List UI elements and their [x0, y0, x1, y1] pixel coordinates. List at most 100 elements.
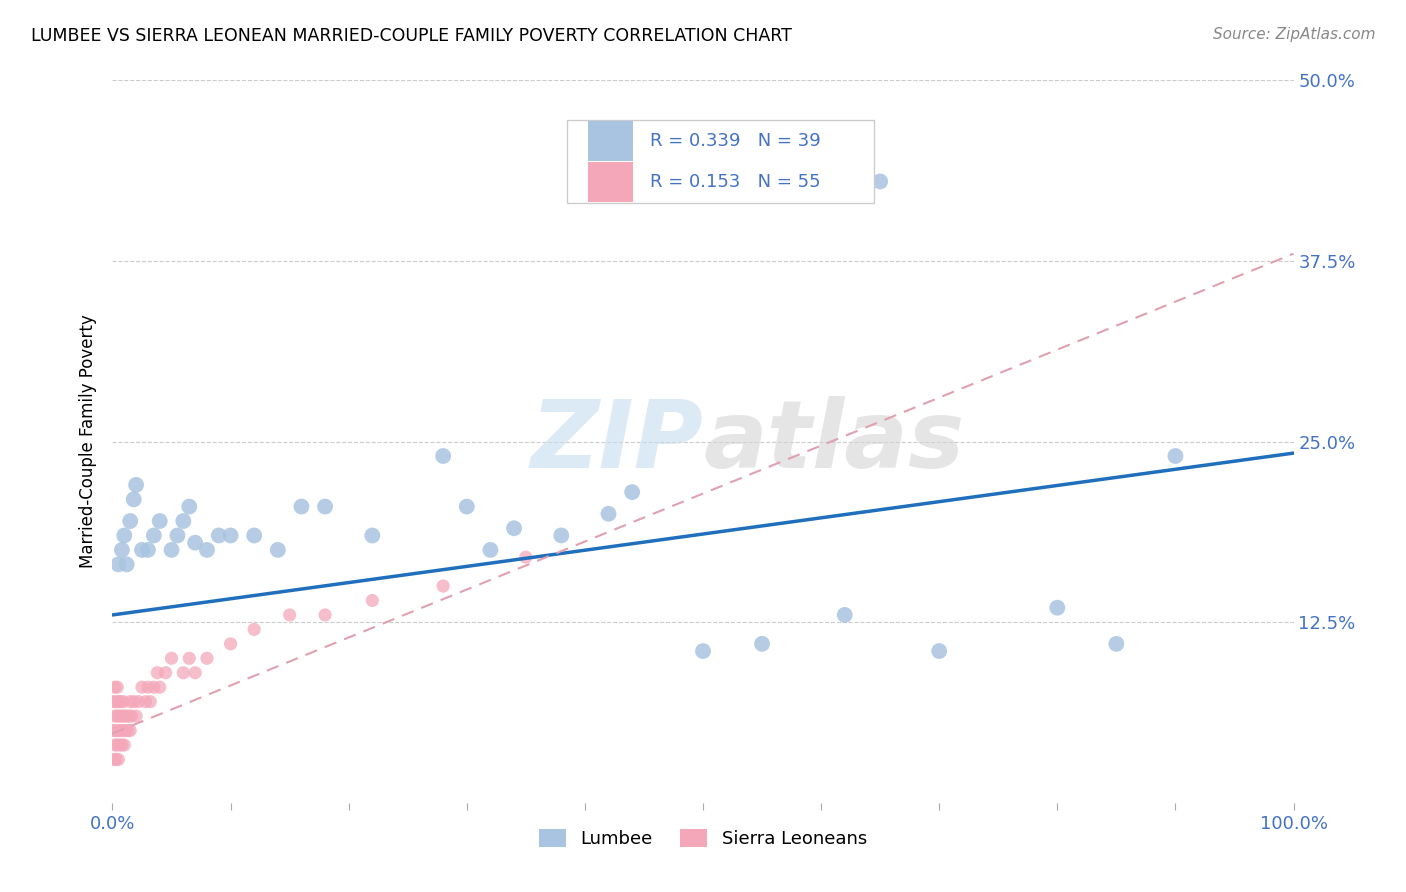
Point [290, 500, 312, 514]
Point [120, 709, 142, 723]
Point [105, 723, 128, 738]
Point [179, 500, 201, 514]
Point [479, 542, 502, 557]
Point [107, 695, 129, 709]
Point [122, 695, 145, 709]
Point [103, 752, 125, 766]
Point [550, 528, 572, 542]
FancyBboxPatch shape [589, 121, 633, 161]
Point [172, 514, 194, 528]
Point [195, 542, 218, 557]
Point [104, 709, 127, 723]
Point [146, 665, 169, 680]
FancyBboxPatch shape [567, 120, 875, 203]
Point [751, 637, 773, 651]
Point [184, 665, 207, 680]
Point [361, 528, 384, 542]
Point [108, 709, 131, 723]
Point [314, 500, 336, 514]
Point [139, 695, 162, 709]
Point [103, 723, 125, 738]
Point [166, 528, 188, 542]
Point [267, 542, 290, 557]
Point [104, 738, 127, 752]
Point [834, 607, 856, 622]
Point [136, 680, 159, 694]
Point [503, 521, 526, 535]
Point [111, 542, 134, 557]
Point [208, 528, 231, 542]
Point [243, 623, 266, 637]
Point [105, 695, 128, 709]
Point [278, 607, 301, 622]
Text: atlas: atlas [703, 395, 965, 488]
Point [195, 651, 218, 665]
Point [107, 723, 129, 738]
Point [432, 579, 454, 593]
Point [105, 752, 128, 766]
Text: R = 0.153   N = 55: R = 0.153 N = 55 [650, 173, 821, 192]
Point [621, 485, 644, 500]
Point [110, 695, 132, 709]
Text: ZIP: ZIP [530, 395, 703, 488]
Point [243, 528, 266, 542]
Point [179, 651, 201, 665]
Point [103, 695, 125, 709]
Point [117, 723, 139, 738]
Point [125, 709, 148, 723]
Point [155, 665, 177, 680]
Point [107, 558, 129, 572]
Point [107, 752, 129, 766]
Point [120, 723, 142, 738]
Text: Source: ZipAtlas.com: Source: ZipAtlas.com [1212, 27, 1375, 42]
Point [122, 492, 145, 507]
Point [1164, 449, 1187, 463]
Point [219, 637, 242, 651]
Point [142, 680, 165, 694]
Point [160, 542, 183, 557]
Point [112, 723, 135, 738]
Point [1105, 637, 1128, 651]
Point [105, 738, 128, 752]
Point [104, 680, 127, 694]
Point [127, 695, 149, 709]
Point [515, 550, 537, 565]
Point [432, 449, 454, 463]
Point [114, 723, 136, 738]
Point [869, 174, 891, 188]
Point [149, 514, 172, 528]
Point [108, 738, 131, 752]
Point [160, 651, 183, 665]
Point [115, 709, 138, 723]
Point [135, 695, 157, 709]
Point [136, 542, 159, 557]
Point [112, 528, 135, 542]
Point [314, 607, 336, 622]
Point [115, 558, 138, 572]
Point [125, 478, 148, 492]
Point [142, 528, 165, 542]
Point [149, 680, 172, 694]
Point [131, 542, 153, 557]
Point [692, 644, 714, 658]
Point [112, 695, 135, 709]
Point [120, 514, 142, 528]
FancyBboxPatch shape [589, 162, 633, 202]
Point [111, 738, 134, 752]
Point [361, 593, 384, 607]
Point [110, 723, 132, 738]
Point [172, 665, 194, 680]
Point [184, 535, 207, 549]
Point [456, 500, 478, 514]
Text: R = 0.339   N = 39: R = 0.339 N = 39 [650, 132, 821, 150]
Point [111, 709, 134, 723]
Point [928, 644, 950, 658]
Point [120, 695, 142, 709]
Point [598, 507, 620, 521]
Point [105, 680, 128, 694]
Point [105, 709, 128, 723]
Y-axis label: Married-Couple Family Poverty: Married-Couple Family Poverty [79, 315, 97, 568]
Point [112, 709, 135, 723]
Legend: Lumbee, Sierra Leoneans: Lumbee, Sierra Leoneans [531, 822, 875, 855]
Point [1046, 600, 1069, 615]
